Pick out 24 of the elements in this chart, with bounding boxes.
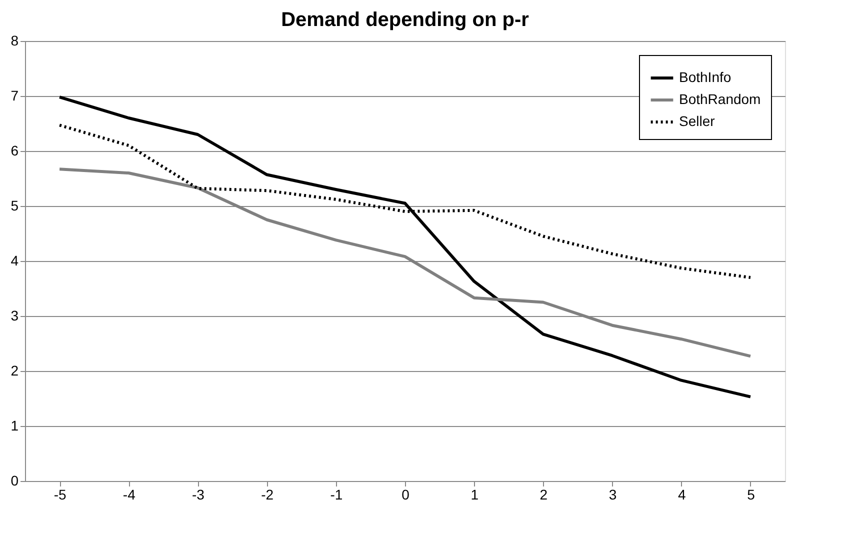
y-tick-label: 7: [10, 88, 19, 104]
legend-label: Seller: [679, 113, 716, 129]
x-tick-label: 0: [402, 486, 410, 502]
x-tick-label: -5: [54, 486, 66, 502]
y-tick-label: 8: [10, 32, 19, 48]
y-tick-label: 3: [10, 308, 19, 324]
y-tick-label: 5: [10, 198, 19, 214]
legend-label: BothRandom: [679, 91, 761, 107]
x-tick-label: 4: [678, 486, 686, 502]
x-tick-label: 5: [747, 486, 756, 502]
x-tick-label: -4: [122, 486, 136, 502]
y-tick-label: 2: [10, 362, 19, 378]
y-tick-label: 0: [10, 472, 19, 488]
x-tick-label: -2: [261, 486, 274, 502]
x-tick-label: 2: [540, 486, 548, 502]
x-tick-label: -3: [192, 486, 205, 502]
legend-label: BothInfo: [679, 69, 732, 85]
x-tick-label: 3: [608, 486, 617, 502]
x-tick-label: -1: [330, 486, 343, 502]
x-tick-label: 1: [470, 486, 479, 502]
y-tick-label: 1: [10, 418, 19, 434]
y-tick-label: 6: [10, 142, 19, 158]
chart-title: Demand depending on p-r: [281, 9, 530, 31]
y-tick-label: 4: [10, 252, 19, 268]
